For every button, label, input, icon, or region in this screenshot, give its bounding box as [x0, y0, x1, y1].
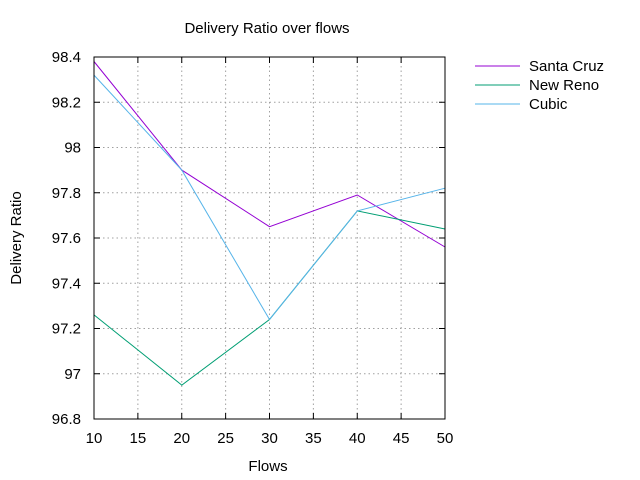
chart-title: Delivery Ratio over flows [184, 20, 349, 37]
x-tick-label: 15 [130, 430, 147, 447]
x-tick-label: 25 [217, 430, 234, 447]
y-tick-label: 97.4 [52, 275, 81, 292]
y-tick-label: 97.2 [52, 321, 81, 338]
axis-ticks: 10 15 20 25 30 35 40 45 50 96.8 97 97.2 97.4 97.6 97.8… [52, 49, 454, 447]
legend: Santa Cruz New Reno Cubic [475, 58, 604, 113]
x-tick-label: 35 [305, 430, 322, 447]
y-tick-label: 97 [64, 366, 81, 383]
y-tick-label: 97.6 [52, 230, 81, 247]
x-tick-label: 30 [261, 430, 278, 447]
y-axis-label: Delivery Ratio [8, 191, 25, 284]
grid-lines [94, 57, 445, 419]
y-tick-label: 98 [64, 140, 81, 157]
series-line-santa-cruz [93, 61, 446, 248]
series-line-cubic [93, 74, 446, 321]
legend-label-new-reno: New Reno [529, 77, 599, 94]
x-tick-label: 50 [437, 430, 454, 447]
y-tick-label: 96.8 [52, 411, 81, 428]
x-tick-label: 20 [173, 430, 190, 447]
legend-label-santa-cruz: Santa Cruz [529, 58, 604, 75]
y-tick-label: 98.2 [52, 94, 81, 111]
x-tick-label: 40 [349, 430, 366, 447]
x-tick-label: 45 [393, 430, 410, 447]
y-tick-label: 97.8 [52, 185, 81, 202]
legend-label-cubic: Cubic [529, 96, 568, 113]
x-tick-label: 10 [86, 430, 103, 447]
x-axis-label: Flows [248, 458, 287, 475]
y-tick-label: 98.4 [52, 49, 81, 66]
series-lines [93, 61, 446, 386]
